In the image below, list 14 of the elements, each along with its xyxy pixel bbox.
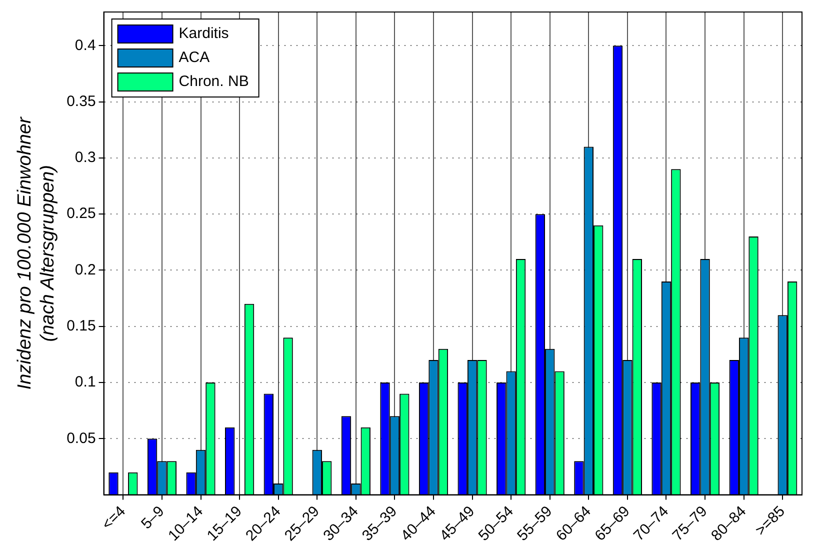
- y-tick-label: 0.15: [66, 318, 96, 335]
- legend-label: ACA: [178, 49, 210, 66]
- y-tick-label: 0.3: [74, 149, 96, 166]
- y-tick-label: 0.2: [74, 261, 96, 278]
- y-tick-label: 0.25: [66, 205, 96, 222]
- legend-label: Karditis: [178, 25, 229, 42]
- y-axis-title: Inzidenz pro 100.000 Einwohner (nach Altersgruppen): [14, 116, 58, 390]
- legend-label: Chron. NB: [178, 73, 249, 90]
- y-tick-label: 0.05: [66, 430, 96, 447]
- y-tick-label: 0.1: [74, 374, 96, 391]
- y-tick-label: 0.35: [66, 92, 96, 110]
- x-tick-label: 5–9: [138, 502, 168, 533]
- y-tick-label: 0.4: [74, 36, 96, 54]
- x-tick-label: <=4: [98, 502, 129, 534]
